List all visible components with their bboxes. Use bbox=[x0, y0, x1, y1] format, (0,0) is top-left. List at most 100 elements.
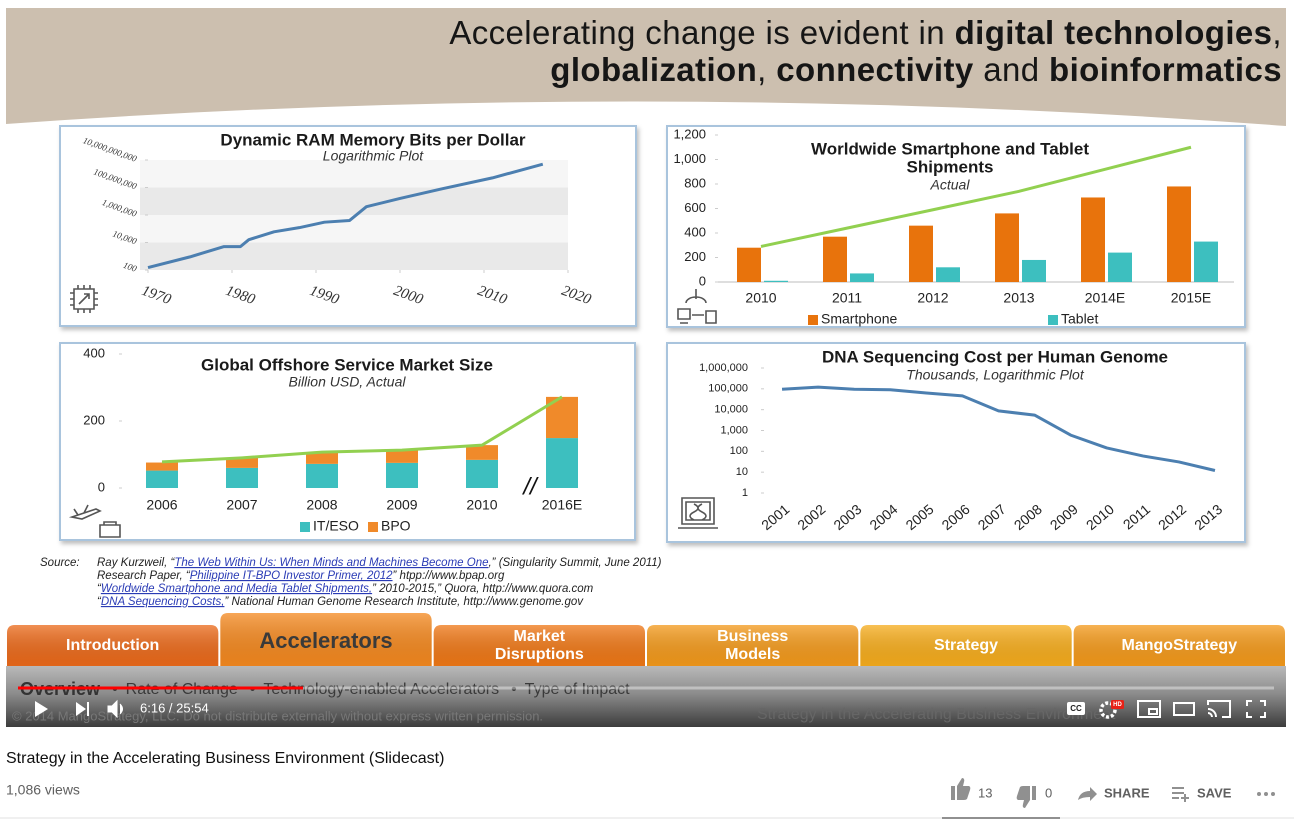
theater-button[interactable] bbox=[1173, 702, 1195, 716]
slide-title-part: , bbox=[757, 51, 776, 88]
y-tick-label: 100 bbox=[730, 445, 748, 457]
x-tick-label: 2008 bbox=[306, 497, 337, 513]
x-tick-label: 2014E bbox=[1085, 290, 1125, 306]
total-line bbox=[161, 395, 563, 464]
nav-tab-label[interactable]: MangoStrategy bbox=[1122, 637, 1238, 654]
grid-band bbox=[140, 242, 568, 270]
chart: Dynamic RAM Memory Bits per DollarLogari… bbox=[59, 125, 637, 327]
bar bbox=[737, 247, 761, 282]
subnav-separator: • bbox=[250, 681, 256, 698]
bar-segment bbox=[146, 470, 178, 488]
dislike-button[interactable] bbox=[1016, 786, 1036, 808]
source-link[interactable]: Philippine IT-BPO Investor Primer, 2012 bbox=[190, 570, 393, 582]
bar bbox=[850, 273, 874, 282]
chart-subtitle: Logarithmic Plot bbox=[323, 148, 424, 164]
fullscreen-button[interactable] bbox=[1246, 700, 1266, 718]
slide-title: globalization, connectivity and bioinfor… bbox=[550, 51, 1282, 88]
x-tick-label: 2016E bbox=[542, 497, 582, 513]
subnav-item[interactable]: Type of Impact bbox=[525, 681, 630, 698]
bar bbox=[764, 280, 788, 282]
more-dot[interactable] bbox=[1271, 792, 1275, 796]
settings-button[interactable] bbox=[1099, 701, 1117, 719]
save-button[interactable]: SAVE bbox=[1197, 785, 1232, 800]
more-dot[interactable] bbox=[1264, 792, 1268, 796]
bar-segment bbox=[386, 462, 418, 488]
player-overlay bbox=[6, 666, 1286, 727]
bar bbox=[823, 236, 847, 282]
cc-button[interactable] bbox=[1067, 702, 1085, 715]
chart-frame bbox=[59, 342, 636, 541]
slide-footer-title: Strategy in the Accelerating Business En… bbox=[757, 706, 1116, 723]
y-tick-label: 10 bbox=[736, 466, 748, 478]
source-text: ” 2010-2015,” Quora, http://www.quora.co… bbox=[372, 583, 594, 595]
y-tick-label: 100,000 bbox=[708, 383, 748, 395]
bar-segment bbox=[466, 459, 498, 488]
chart-frame bbox=[666, 342, 1246, 543]
data-line bbox=[781, 385, 1216, 472]
source-line: Ray Kurzweil, “The Web Within Us: When M… bbox=[97, 557, 662, 569]
chart-title: Shipments bbox=[907, 157, 994, 176]
source-text: Research Paper, “ bbox=[97, 570, 191, 582]
nav-tab-label[interactable]: Models bbox=[725, 646, 780, 663]
slide-title-part: globalization bbox=[550, 51, 757, 88]
nav-tab-label[interactable]: Introduction bbox=[66, 637, 159, 654]
nav-tab-label[interactable]: Accelerators bbox=[259, 628, 392, 653]
like-button[interactable] bbox=[951, 778, 971, 800]
slide-title-part: , bbox=[1272, 14, 1282, 51]
grid-band bbox=[140, 215, 568, 243]
nav-tab-label[interactable]: Disruptions bbox=[495, 646, 584, 663]
y-tick-label: 0 bbox=[98, 479, 105, 494]
volume-button[interactable] bbox=[107, 699, 123, 719]
slide-title-part: connectivity bbox=[776, 51, 974, 88]
x-tick-label: 2006 bbox=[146, 497, 177, 513]
legend-label: Tablet bbox=[1061, 311, 1098, 327]
bar bbox=[995, 213, 1019, 282]
share-icon[interactable] bbox=[1078, 787, 1097, 801]
chart-icon bbox=[678, 497, 718, 529]
subnav-item[interactable]: Technology-enabled Accelerators bbox=[263, 681, 499, 698]
nav-tab-shine bbox=[860, 625, 1072, 666]
subnav-item[interactable]: Rate of Change bbox=[126, 681, 238, 698]
play-button[interactable] bbox=[35, 701, 48, 717]
axis-break: // bbox=[521, 473, 539, 500]
legend-swatch bbox=[1048, 315, 1058, 325]
grid-band bbox=[140, 187, 568, 215]
like-count: 13 bbox=[978, 785, 992, 800]
y-tick-label: 1,000 bbox=[720, 424, 748, 436]
nav-tab-label[interactable]: Market bbox=[514, 628, 566, 645]
source-link[interactable]: The Web Within Us: When Minds and Machin… bbox=[174, 557, 488, 569]
nav-tab-label[interactable]: Business bbox=[717, 628, 788, 645]
save-icon[interactable] bbox=[1172, 787, 1189, 802]
nav-tab-label[interactable]: Strategy bbox=[934, 637, 998, 654]
slide-title-part: Accelerating change is evident in bbox=[449, 14, 954, 51]
cast-button[interactable] bbox=[1207, 700, 1231, 718]
share-button[interactable]: SHARE bbox=[1104, 785, 1150, 800]
bar-segment bbox=[546, 438, 578, 488]
y-tick-label: 600 bbox=[684, 200, 706, 215]
nav-tab-shine bbox=[433, 625, 645, 666]
hd-badge bbox=[1111, 700, 1124, 709]
x-tick-label: 2010 bbox=[466, 497, 497, 513]
view-count: 1,086 views bbox=[6, 782, 80, 798]
y-tick-label: 10,000 bbox=[714, 404, 748, 416]
bar-segment bbox=[226, 457, 258, 468]
chart-title: Worldwide Smartphone and Tablet bbox=[811, 139, 1089, 158]
miniplayer-button[interactable] bbox=[1137, 700, 1161, 718]
chart-title: DNA Sequencing Cost per Human Genome bbox=[822, 347, 1168, 366]
subnav-separator: • bbox=[112, 681, 118, 698]
slide-title-part: bioinformatics bbox=[1049, 51, 1282, 88]
y-tick-label: 1 bbox=[742, 487, 748, 499]
chart-subtitle: Thousands, Logarithmic Plot bbox=[906, 367, 1085, 383]
y-tick-label: 200 bbox=[684, 249, 706, 264]
nav-tab-shine bbox=[647, 625, 859, 666]
more-dot[interactable] bbox=[1257, 792, 1261, 796]
y-tick-label: 800 bbox=[684, 175, 706, 190]
source-link[interactable]: DNA Sequencing Costs, bbox=[101, 596, 225, 608]
chart-icon bbox=[677, 289, 717, 324]
next-button[interactable] bbox=[76, 702, 89, 716]
hd-label: HD bbox=[1113, 702, 1122, 708]
chart-title: Global Offshore Service Market Size bbox=[201, 355, 493, 374]
legend-swatch bbox=[808, 315, 818, 325]
source-link[interactable]: Worldwide Smartphone and Media Tablet Sh… bbox=[101, 583, 372, 595]
bar-segment bbox=[146, 462, 178, 471]
